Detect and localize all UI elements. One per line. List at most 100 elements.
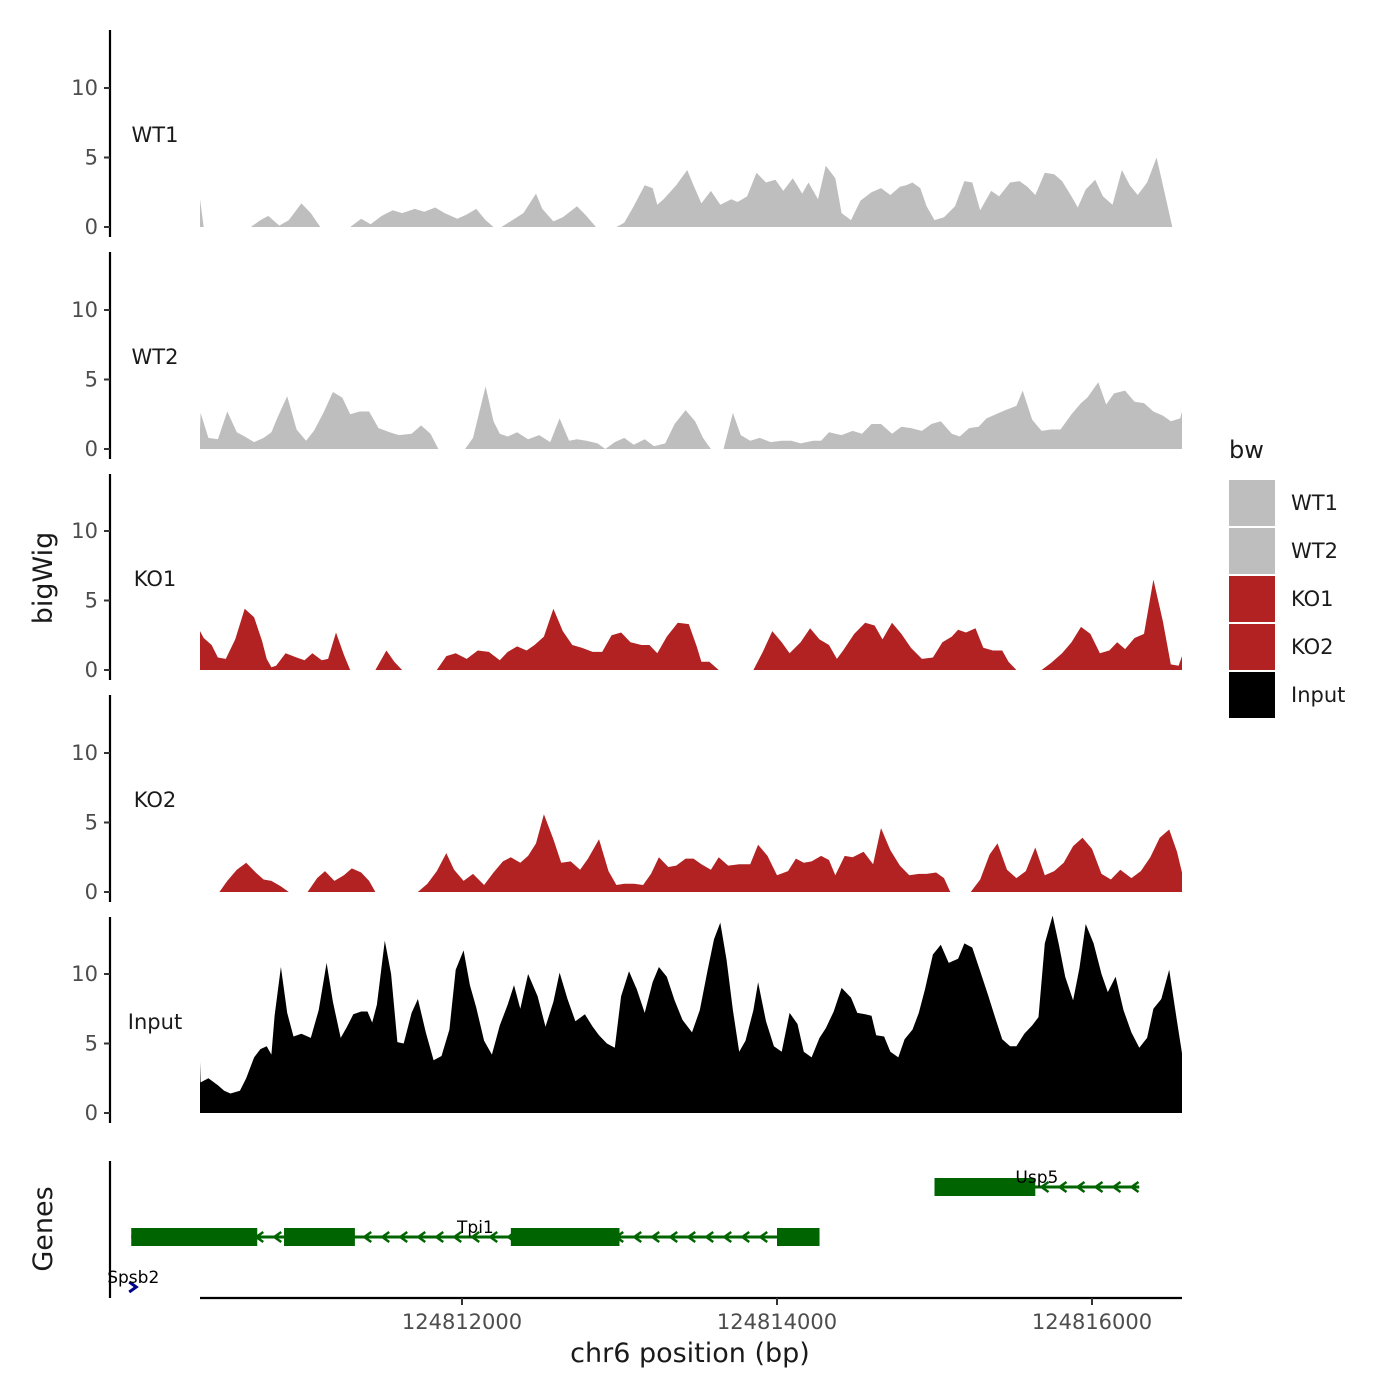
gene-tpi1: Tpi1 bbox=[131, 1218, 820, 1246]
gene-strand-arrow bbox=[470, 1230, 480, 1244]
y-tick-label: 5 bbox=[85, 589, 98, 613]
gene-strand-arrow bbox=[362, 1230, 372, 1244]
legend-swatch-ko1 bbox=[1229, 576, 1275, 622]
gene-strand-arrow bbox=[632, 1230, 642, 1244]
coverage-area-ko1-2 bbox=[436, 608, 719, 670]
legend-swatch-wt2 bbox=[1229, 528, 1275, 574]
y-tick-label: 5 bbox=[85, 1032, 98, 1056]
coverage-area-input-0 bbox=[200, 915, 1182, 1113]
coverage-area-ko1-0 bbox=[200, 608, 351, 670]
track-label-ko1: KO1 bbox=[134, 567, 177, 591]
gene-strand-arrow bbox=[1093, 1180, 1104, 1194]
coverage-area-wt1-2 bbox=[350, 207, 494, 227]
track-label-ko2: KO2 bbox=[134, 788, 177, 812]
gene-label: Tpi1 bbox=[456, 1218, 494, 1238]
gene-spsb2: Spsb2 bbox=[107, 1268, 159, 1294]
gene-label: Spsb2 bbox=[107, 1268, 159, 1288]
coverage-area-ko1-4 bbox=[1041, 579, 1182, 670]
track-ko1: 0 5 10 KO1 bbox=[71, 474, 1182, 682]
legend-label-wt2: WT2 bbox=[1291, 539, 1338, 563]
gene-usp5: Usp5 bbox=[934, 1168, 1140, 1196]
gene-label: Usp5 bbox=[1015, 1168, 1058, 1188]
track-label-input: Input bbox=[128, 1010, 182, 1034]
gene-strand-arrow bbox=[452, 1230, 462, 1244]
gene-strand-arrow bbox=[416, 1230, 426, 1244]
y-tick-label: 0 bbox=[85, 658, 98, 682]
gene-strand-arrow bbox=[398, 1230, 408, 1244]
y-tick-label: 0 bbox=[85, 215, 98, 239]
coverage-area-wt2-0 bbox=[200, 392, 439, 449]
legend-label-ko1: KO1 bbox=[1291, 587, 1334, 611]
y-tick-label: 0 bbox=[85, 437, 98, 461]
gene-strand-arrow bbox=[668, 1230, 678, 1244]
track-ko2: 0 5 10 KO2 bbox=[71, 695, 1182, 904]
y-tick-label: 10 bbox=[71, 298, 98, 322]
coverage-area-ko2-3 bbox=[417, 814, 951, 892]
coverage-area-ko2-2 bbox=[307, 868, 376, 892]
legend-swatch-ko2 bbox=[1229, 624, 1275, 670]
track-wt1: 0 5 10 WT1 bbox=[71, 30, 1173, 239]
coverage-area-wt1-0 bbox=[200, 181, 204, 227]
track-wt2: 0 5 10 WT2 bbox=[71, 252, 1182, 461]
genes-axis-label: Genes bbox=[28, 1186, 59, 1271]
gene-strand-arrow bbox=[1075, 1180, 1086, 1194]
y-tick-label: 10 bbox=[71, 519, 98, 543]
coverage-area-wt2-1 bbox=[465, 386, 711, 449]
legend-swatch-wt1 bbox=[1229, 480, 1275, 526]
legend-label-wt1: WT1 bbox=[1291, 491, 1338, 515]
legend-swatch-input bbox=[1229, 672, 1275, 718]
gene-strand-arrow bbox=[1039, 1180, 1050, 1194]
gene-exon bbox=[131, 1228, 258, 1246]
x-tick-label: 124816000 bbox=[1032, 1310, 1152, 1334]
coverage-area-ko1-3 bbox=[753, 622, 1017, 670]
gene-strand-arrow bbox=[758, 1230, 768, 1244]
y-tick-label: 10 bbox=[71, 741, 98, 765]
coverage-area-wt1-4 bbox=[616, 157, 1173, 227]
y-tick-label: 5 bbox=[85, 146, 98, 170]
coverage-area-ko1-1 bbox=[375, 650, 403, 670]
gene-exon bbox=[510, 1228, 620, 1246]
gene-exon bbox=[934, 1178, 1036, 1196]
gene-strand-arrow bbox=[686, 1230, 696, 1244]
y-tick-label: 5 bbox=[85, 811, 98, 835]
gene-strand-arrow bbox=[704, 1230, 714, 1244]
legend-label-ko2: KO2 bbox=[1291, 635, 1334, 659]
x-axis: 124812000 124814000 124816000 bbox=[200, 1296, 1182, 1334]
gene-strand-arrow bbox=[1111, 1180, 1122, 1194]
coverage-area-ko2-4 bbox=[970, 829, 1182, 892]
coverage-area-wt1-3 bbox=[501, 193, 596, 227]
legend-title: bw bbox=[1229, 436, 1264, 464]
coverage-tracks: 0 5 10 WT1 0 5 10 WT2 0 5 10 KO1 0 5 10 KO2 0 5 10 Input bbox=[71, 30, 1182, 1125]
gene-strand-arrow bbox=[380, 1230, 390, 1244]
gene-strand-arrow bbox=[722, 1230, 732, 1244]
track-label-wt2: WT2 bbox=[132, 345, 179, 369]
y-tick-label: 10 bbox=[71, 76, 98, 100]
gene-exon bbox=[284, 1228, 355, 1246]
y-tick-label: 10 bbox=[71, 962, 98, 986]
gene-exon bbox=[777, 1228, 820, 1246]
gene-strand-arrow bbox=[650, 1230, 660, 1244]
coverage-area-ko2-1 bbox=[219, 862, 289, 892]
genes-track: Usp5 Tpi1 Spsb2 bbox=[107, 1161, 1140, 1298]
y-tick-label: 5 bbox=[85, 368, 98, 392]
gene-strand-arrow bbox=[488, 1230, 498, 1244]
track-label-wt1: WT1 bbox=[132, 123, 179, 147]
y-tick-label: 0 bbox=[85, 880, 98, 904]
gene-strand-arrow bbox=[740, 1230, 750, 1244]
x-axis-label: chr6 position (bp) bbox=[570, 1338, 810, 1369]
x-tick-label: 124814000 bbox=[717, 1310, 837, 1334]
gene-strand-arrow bbox=[1057, 1180, 1068, 1194]
gene-strand-arrow bbox=[434, 1230, 444, 1244]
y-tick-label: 0 bbox=[85, 1101, 98, 1125]
gene-strand-marker bbox=[128, 1280, 139, 1294]
gene-strand-arrow bbox=[272, 1230, 282, 1244]
legend-label-input: Input bbox=[1291, 683, 1345, 707]
track-input: 0 5 10 Input bbox=[71, 915, 1182, 1125]
coverage-area-wt2-2 bbox=[723, 382, 1182, 449]
y-axis-label: bigWig bbox=[28, 532, 59, 625]
legend: bw WT1 WT2 KO1 KO2 Input bbox=[1229, 436, 1345, 718]
gene-strand-arrow bbox=[1129, 1180, 1140, 1194]
coverage-area-wt1-1 bbox=[250, 203, 321, 227]
x-tick-label: 124812000 bbox=[402, 1310, 522, 1334]
